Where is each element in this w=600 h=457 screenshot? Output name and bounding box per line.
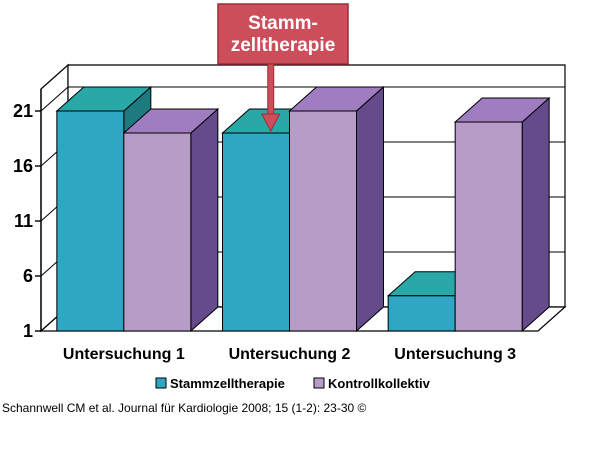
bar-stammzelltherapie-2-front	[222, 132, 290, 332]
legend-swatch-1	[155, 377, 167, 389]
bar-kontrollkollektiv-1	[122, 107, 220, 333]
callout-text-line: Stamm-	[248, 13, 318, 34]
legend-label-1: Stammzelltherapie	[170, 376, 285, 391]
legend-label-2: Kontrollkollektiv	[328, 376, 431, 391]
category-label: Untersuchung 3	[394, 346, 516, 363]
y-tick-label: 21	[13, 101, 33, 121]
callout-box	[217, 3, 349, 65]
gridline	[40, 86, 565, 112]
bar-kontrollkollektiv-2	[288, 85, 385, 333]
y-tick-label: 11	[14, 211, 33, 231]
callout-arrow-head	[260, 113, 281, 133]
bar-kontrollkollektiv-2-front	[289, 110, 357, 332]
bar-kontrollkollektiv-3-front	[454, 121, 523, 332]
legend: Stammzelltherapie Kontrollkollektiv	[155, 376, 431, 391]
bar-stammzelltherapie-1-front	[56, 110, 125, 332]
bars	[55, 85, 551, 333]
legend-swatch-2	[313, 377, 325, 389]
bar-kontrollkollektiv-3	[453, 96, 551, 333]
bar-stammzelltherapie-3-front	[387, 295, 456, 332]
callout-text-line: zelltherapie	[231, 35, 336, 56]
y-tick-label: 1	[23, 321, 33, 341]
y-tick-label: 6	[23, 266, 33, 286]
callout-arrow-shaft	[267, 63, 275, 116]
x-axis-labels: Untersuchung 1 Untersuchung 2 Untersuchung…	[63, 346, 516, 363]
citation: Schannwell CM et al. Journal für Kardiol…	[2, 401, 367, 415]
bar-kontrollkollektiv-1-front	[123, 132, 192, 332]
category-label: Untersuchung 1	[63, 346, 185, 363]
bar-kontrollkollektiv-2-side	[356, 85, 384, 333]
category-label: Untersuchung 2	[229, 346, 351, 363]
bar-kontrollkollektiv-1-side	[190, 107, 219, 333]
y-tick-label: 16	[13, 156, 33, 176]
bar-kontrollkollektiv-3-side	[521, 96, 550, 333]
callout-annotation: Stamm-zelltherapie	[217, 3, 349, 133]
